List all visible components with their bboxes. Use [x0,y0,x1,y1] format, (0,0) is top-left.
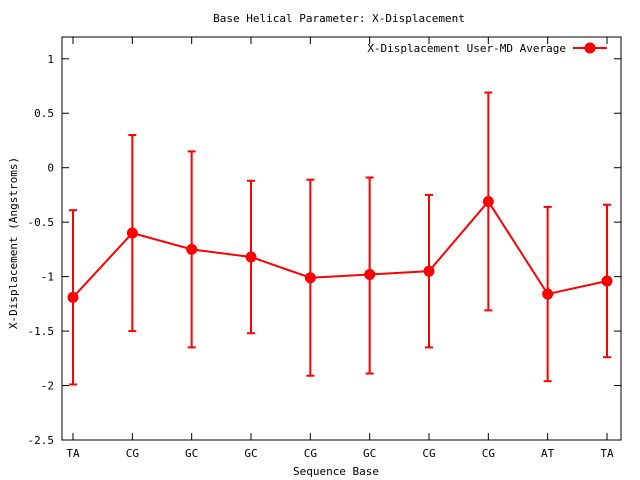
data-point [304,272,316,284]
x-tick-label: CG [126,447,139,460]
plot-border [61,36,622,441]
x-tick-label: AT [541,447,555,460]
legend-label: X-Displacement User-MD Average [367,42,566,55]
x-axis-label: Sequence Base [293,465,379,478]
data-point [186,243,198,255]
y-tick-label: -1.5 [28,325,55,338]
y-axis-label: X-Displacement (Angstroms) [7,157,20,329]
y-tick-label: -2 [41,380,54,393]
data-point [245,251,257,263]
x-tick-label: TA [600,447,614,460]
y-tick-label: -1 [41,271,54,284]
x-tick-label: CG [482,447,495,460]
data-point [601,275,613,287]
y-tick-label: -2.5 [28,434,55,447]
legend-marker-swatch [584,42,596,54]
y-axis: -2.5 -2 -1.5 -1 -0.5 0 0.5 1 [28,53,621,447]
x-tick-label: GC [185,447,198,460]
y-tick-label: -0.5 [28,216,55,229]
plot-frame [61,36,622,441]
x-tick-label: TA [66,447,80,460]
x-axis: TA CG GC GC CG GC CG CG AT TA [66,37,614,460]
y-tick-label: 0.5 [34,107,54,120]
x-tick-label: GC [363,447,376,460]
x-tick-label: GC [244,447,257,460]
data-point [423,265,435,277]
y-tick-label: 1 [47,53,54,66]
chart-title: Base Helical Parameter: X-Displacement [213,12,465,25]
x-tick-label: CG [422,447,435,460]
legend: X-Displacement User-MD Average [367,42,607,55]
data-point [482,195,494,207]
series-layer [67,91,613,386]
data-point [126,227,138,239]
y-tick-label: 0 [47,162,54,175]
x-tick-label: CG [304,447,317,460]
data-point [67,291,79,303]
data-point [542,288,554,300]
data-point [364,268,376,280]
series-line [72,199,608,298]
